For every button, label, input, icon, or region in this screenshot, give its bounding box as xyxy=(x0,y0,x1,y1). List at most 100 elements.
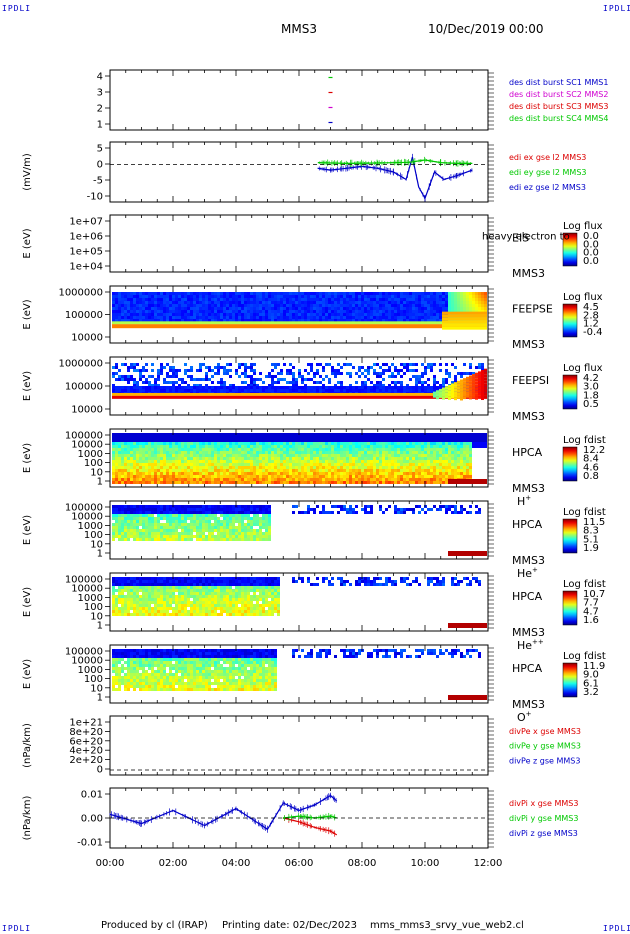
spectrogram-cell xyxy=(469,390,472,394)
spectrogram-cell xyxy=(148,395,151,399)
spectrogram-cell xyxy=(124,321,127,325)
spectrogram-cell xyxy=(142,386,145,389)
spectrogram-cell xyxy=(349,481,352,484)
colorbar-tick: 0.0 xyxy=(583,248,599,259)
spectrogram-cell xyxy=(367,319,370,322)
spectrogram-cell xyxy=(346,307,349,310)
spectrogram-cell xyxy=(202,304,205,307)
spectrogram-cell xyxy=(385,463,388,466)
spectrogram-cell xyxy=(172,307,175,310)
spectrogram-cell xyxy=(451,295,454,298)
spectrogram-cell xyxy=(202,451,205,454)
spectrogram-cell xyxy=(289,381,292,384)
spectrogram-cell xyxy=(241,319,244,322)
spectrogram-cell xyxy=(193,321,196,325)
spectrogram-cell xyxy=(256,466,259,469)
spectrogram-cell xyxy=(136,469,139,472)
spectrogram-cell xyxy=(154,451,157,454)
spectrogram-cell xyxy=(196,439,199,442)
spectrogram-cell xyxy=(370,381,373,384)
spectrogram-cell xyxy=(337,381,340,384)
spectrogram-cell xyxy=(475,372,478,376)
spectrogram-cell xyxy=(463,307,466,310)
spectrogram-cell xyxy=(349,389,352,392)
spectrogram-cell xyxy=(145,316,148,319)
spectrogram-cell xyxy=(130,395,133,399)
spectrogram-cell xyxy=(163,295,166,298)
spectrogram-cell xyxy=(157,321,160,325)
spectrogram-cell xyxy=(379,295,382,298)
spectrogram-cell xyxy=(169,475,172,478)
spectrogram-cell xyxy=(274,307,277,310)
spectrogram-cell xyxy=(112,321,115,325)
spectrogram-cell xyxy=(349,445,352,448)
spectrogram-cell xyxy=(130,378,133,381)
spectrogram-cell xyxy=(214,372,217,375)
spectrogram-cell xyxy=(250,378,253,381)
spectrogram-cell xyxy=(190,310,193,313)
spectrogram-cell xyxy=(454,323,457,327)
spectrogram-cell xyxy=(436,381,439,384)
spectrogram-cell xyxy=(331,472,334,475)
spectrogram-cell xyxy=(217,439,220,442)
spectrogram-cell xyxy=(274,481,277,484)
spectrogram-cell xyxy=(211,392,214,396)
spectrogram-cell xyxy=(427,319,430,322)
spectrogram-cell xyxy=(112,478,115,481)
spectrogram-cell xyxy=(439,324,442,329)
spectrogram-cell xyxy=(145,469,148,472)
spectrogram-cell xyxy=(121,307,124,310)
spectrogram-cell xyxy=(181,451,184,454)
spectrogram-cell xyxy=(205,316,208,319)
spectrogram-cell xyxy=(463,396,466,400)
spectrogram-cell xyxy=(352,451,355,454)
spectrogram-cell xyxy=(286,469,289,472)
spectrogram-cell xyxy=(352,395,355,399)
spectrogram-cell xyxy=(229,469,232,472)
spectrogram-cell xyxy=(370,310,373,313)
spectrogram-cell xyxy=(319,324,322,329)
spectrogram-cell xyxy=(178,316,181,319)
spectrogram-cell xyxy=(244,321,247,325)
y-tick-label: 100000 xyxy=(65,382,103,393)
spectrogram-cell xyxy=(316,395,319,399)
spectrogram-cell xyxy=(253,469,256,472)
spectrogram-cell xyxy=(316,436,319,439)
spectrogram-cell xyxy=(325,448,328,451)
spectrogram-cell xyxy=(340,445,343,448)
spectrogram-cell xyxy=(250,442,253,445)
spectrogram-cell xyxy=(331,295,334,298)
spectrogram-cell xyxy=(394,321,397,325)
spectrogram-cell xyxy=(298,295,301,298)
spectrogram-cell xyxy=(175,386,178,389)
spectrogram-cell xyxy=(193,442,196,445)
spectrogram-cell xyxy=(274,324,277,329)
spectrogram-cell xyxy=(376,451,379,454)
spectrogram-cell xyxy=(175,392,178,396)
spectrogram-cell xyxy=(112,439,115,442)
spectrogram-cell xyxy=(367,301,370,304)
spectrogram-cell xyxy=(238,392,241,396)
spectrogram-cell xyxy=(340,386,343,389)
spectrogram-cell xyxy=(172,389,175,392)
spectrogram-cell xyxy=(163,463,166,466)
spectrogram-cell xyxy=(229,389,232,392)
spectrogram-cell xyxy=(277,433,280,436)
spectrogram-cell xyxy=(184,381,187,384)
spectrogram-cell xyxy=(181,386,184,389)
spectrogram-cell xyxy=(268,324,271,329)
spectrogram-cell xyxy=(433,321,436,325)
spectrogram-cell xyxy=(286,448,289,451)
spectrogram-cell xyxy=(295,469,298,472)
spectrogram-cell xyxy=(358,448,361,451)
spectrogram-cell xyxy=(241,316,244,319)
spectrogram-cell xyxy=(307,363,310,366)
spectrogram-cell xyxy=(148,454,151,457)
spectrogram-cell xyxy=(130,304,133,307)
spectrogram-cell xyxy=(469,384,472,388)
spectrogram-cell xyxy=(352,301,355,304)
spectrogram-cell xyxy=(343,392,346,396)
spectrogram-cell xyxy=(307,451,310,454)
spectrogram-cell xyxy=(181,313,184,316)
spectrogram-cell xyxy=(484,389,487,393)
